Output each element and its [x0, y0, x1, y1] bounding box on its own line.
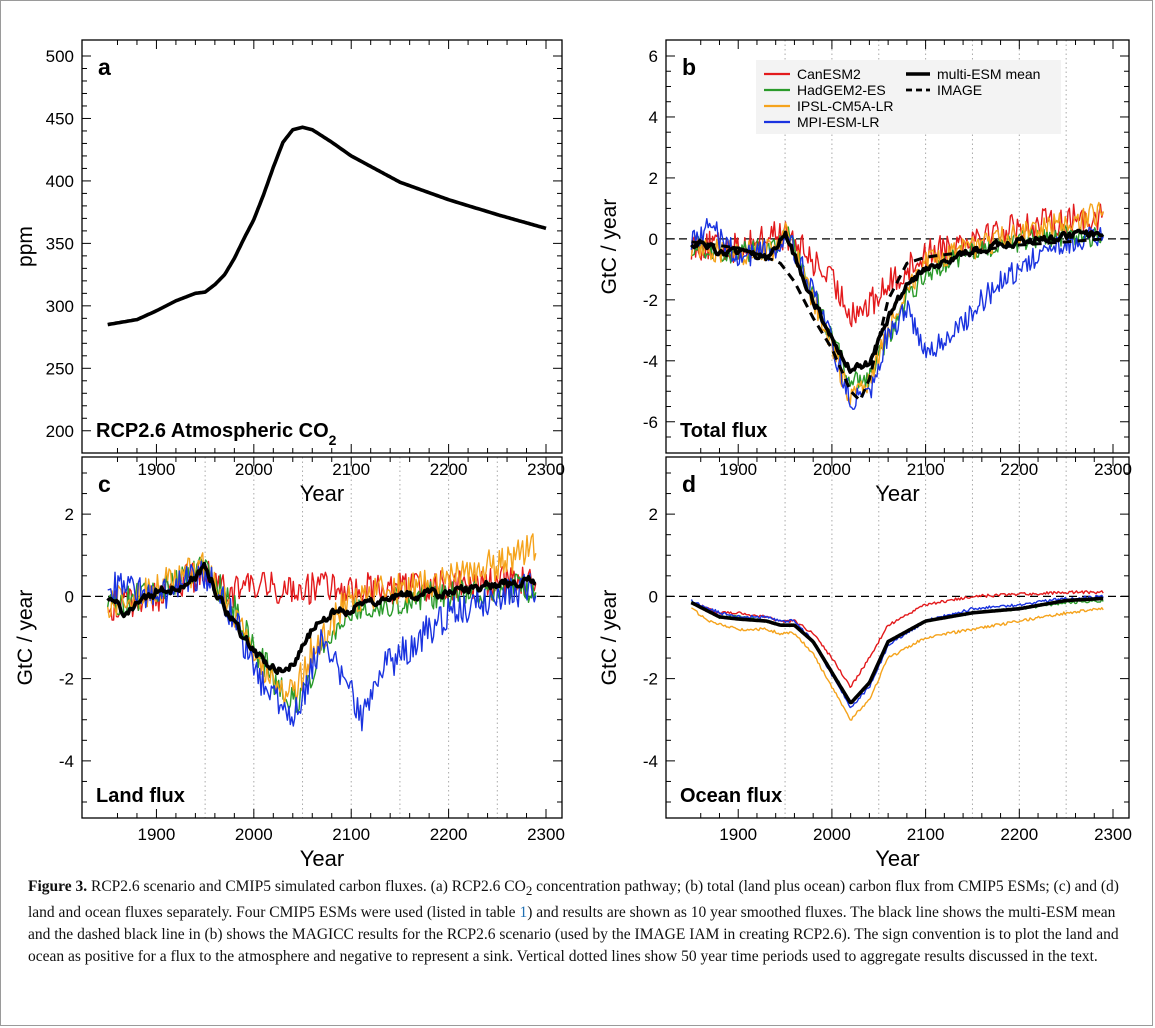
figure-panels: 1900 2000 2100 2200 230020025030035040045050…: [14, 39, 1132, 870]
panel-title: RCP2.6 Atmospheric CO2: [96, 420, 337, 448]
panel-b: 1900 2000 2100 2200 2300 -6 -4 -2 0 2 4 6 Year GtC / …: [598, 39, 1132, 506]
y-axis-label: GtC / year: [598, 199, 621, 295]
y-tick-label: 2: [649, 505, 658, 524]
series-line-multi-esm-mean: [690, 228, 1105, 374]
y-tick-label: 200: [46, 422, 74, 441]
caption-text-3: ) and results are shown as 10 year smoot…: [28, 904, 1119, 966]
panel-letter: a: [98, 54, 111, 80]
y-tick-label: -2: [59, 670, 74, 689]
x-tick-label: 2200: [1000, 825, 1038, 844]
x-tick-label: 2300: [527, 825, 565, 844]
y-tick-label: 300: [46, 297, 74, 316]
x-axis-label: Year: [300, 846, 344, 870]
x-tick-label: 2000: [235, 825, 273, 844]
legend-label: IPSL-CM5A-LR: [797, 98, 893, 114]
series-line-rcp2-6-co-: [107, 125, 547, 327]
panel-d: 1900 2000 2100 2200 2300 -4 -2 0 2 Year GtC / year…: [598, 456, 1132, 870]
x-tick-label: 2100: [907, 825, 945, 844]
caption-text-2: concentration pathway; (b) total (land p…: [28, 878, 1119, 922]
series-line-multi-esm-mean: [106, 561, 537, 676]
series-line-mpi-esm-lr: [690, 594, 1104, 709]
panel-letter: c: [98, 471, 111, 497]
legend-label: MPI-ESM-LR: [797, 114, 879, 130]
y-tick-label: 450: [46, 109, 74, 128]
x-tick-label: 1900: [138, 825, 176, 844]
y-tick-label: 0: [649, 587, 658, 606]
y-axis-label: GtC / year: [598, 590, 621, 686]
x-tick-label: 2300: [1094, 825, 1132, 844]
x-tick-label: 2200: [1000, 460, 1038, 479]
x-axis-label: Year: [875, 846, 919, 870]
y-axis-label: ppm: [14, 226, 37, 267]
panel-title: Land flux: [96, 785, 185, 807]
series-group: [107, 125, 547, 327]
x-tick-label: 2100: [332, 460, 370, 479]
y-tick-label: 2: [649, 169, 658, 188]
x-tick-label: 2300: [527, 460, 565, 479]
y-tick-label: 250: [46, 359, 74, 378]
x-tick-label: 2000: [813, 460, 851, 479]
legend-label: HadGEM2-ES: [797, 82, 886, 98]
legend-label-mean: multi-ESM mean: [937, 66, 1040, 82]
x-tick-label: 2200: [430, 460, 468, 479]
series-line-canesm2: [690, 590, 1104, 688]
y-tick-label: 400: [46, 172, 74, 191]
y-tick-label: -2: [643, 670, 658, 689]
y-tick-label: 4: [649, 108, 658, 127]
y-tick-label: 350: [46, 234, 74, 253]
x-tick-label: 1900: [719, 825, 757, 844]
series-line-mpi-esm-lr: [690, 217, 1104, 410]
caption-label: Figure 3.: [28, 878, 88, 895]
y-tick-label: -4: [59, 752, 74, 771]
y-tick-label: 0: [649, 230, 658, 249]
x-tick-label: 2100: [907, 460, 945, 479]
panel-letter: b: [682, 54, 696, 80]
series-line-mpi-esm-lr: [107, 560, 537, 732]
x-tick-label: 1900: [138, 460, 176, 479]
series-line-ipsl-cm5a-lr: [691, 607, 1104, 721]
x-axis-label: Year: [300, 481, 344, 506]
y-tick-label: -4: [643, 352, 658, 371]
caption-subscript: 2: [525, 883, 533, 899]
table-reference-link[interactable]: 1: [519, 904, 528, 922]
y-tick-label: 6: [649, 47, 658, 66]
y-tick-label: 0: [65, 587, 74, 606]
series-line-image: [691, 237, 1104, 402]
x-tick-label: 2100: [332, 825, 370, 844]
figure-caption: Figure 3. RCP2.6 scenario and CMIP5 simu…: [28, 876, 1128, 968]
x-tick-label: 1900: [719, 460, 757, 479]
caption-text-1: RCP2.6 scenario and CMIP5 simulated carb…: [87, 878, 526, 895]
series-group: [690, 201, 1105, 410]
series-line-multi-esm-mean: [690, 596, 1104, 705]
y-tick-label: 500: [46, 47, 74, 66]
panel-title: Ocean flux: [680, 785, 782, 807]
series-group: [106, 533, 537, 732]
y-tick-label: -2: [643, 291, 658, 310]
plot-frame: [665, 39, 1130, 454]
series-group: [690, 590, 1104, 721]
panel-a: 1900 2000 2100 2200 2300 200 250 300 350 400 450 50…: [14, 39, 565, 506]
x-tick-label: 2200: [430, 825, 468, 844]
y-tick-label: 2: [65, 505, 74, 524]
y-tick-label: -6: [643, 413, 658, 432]
x-tick-label: 2300: [1094, 460, 1132, 479]
panel-letter: d: [682, 471, 696, 497]
x-tick-label: 2000: [813, 825, 851, 844]
series-line-canesm2: [690, 203, 1104, 328]
y-tick-label: -4: [643, 752, 658, 771]
legend-label-image: IMAGE: [937, 82, 982, 98]
x-tick-label: 2000: [235, 460, 273, 479]
y-axis-label: GtC / year: [14, 590, 37, 686]
panel-c: 1900 2000 2100 2200 2300 -4 -2 0 2 Year GtC / year…: [14, 456, 565, 870]
series-line-ipsl-cm5a-lr: [107, 533, 537, 707]
x-axis-label: Year: [875, 481, 919, 506]
plot-frame: [81, 39, 563, 454]
title-subscript: 2: [329, 432, 337, 448]
panel-title: Total flux: [680, 420, 767, 442]
legend-label: CanESM2: [797, 66, 861, 82]
